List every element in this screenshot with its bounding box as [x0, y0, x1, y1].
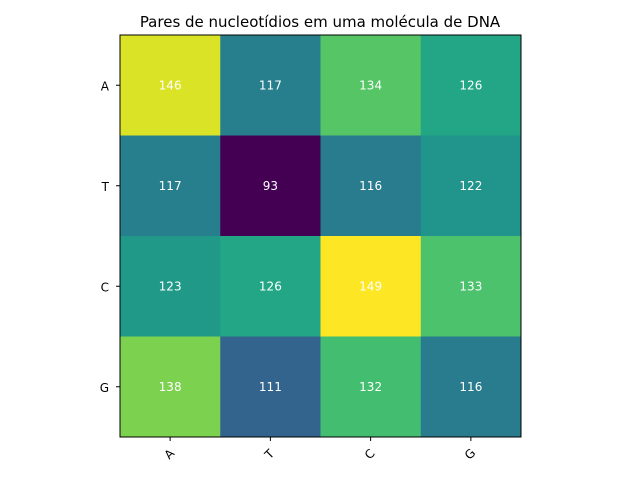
y-tick-label: T — [101, 180, 110, 194]
heatmap-cell-labels: 146 117 134 126 117 93 116 122 123 126 149 133 138 11… — [159, 78, 483, 394]
cell-value-label: 126 — [259, 279, 282, 293]
cell-value-label: 138 — [159, 380, 182, 394]
cell-value-label: 122 — [459, 179, 482, 193]
x-tick-label: T — [261, 446, 277, 462]
heatmap-cell — [420, 35, 522, 136]
y-axis: A T C G — [100, 79, 120, 395]
cell-value-label: 134 — [359, 78, 382, 92]
y-tick-label: C — [101, 280, 109, 294]
x-tick-label: A — [161, 446, 177, 462]
heatmap-cell — [120, 135, 221, 237]
y-tick-label: G — [100, 381, 109, 395]
heatmap-cell — [120, 35, 221, 136]
cell-value-label: 146 — [159, 78, 182, 92]
heatmap-cell — [320, 35, 422, 136]
cell-value-label: 117 — [259, 78, 282, 92]
heatmap-cell — [320, 135, 422, 237]
heatmap-cell — [220, 135, 321, 237]
heatmap-cell — [220, 35, 321, 136]
cell-value-label: 123 — [159, 279, 182, 293]
cell-value-label: 116 — [459, 380, 482, 394]
heatmap-cell — [420, 135, 522, 237]
heatmap-cell — [220, 336, 321, 438]
x-tick-label: G — [462, 446, 478, 462]
heatmap-cell — [420, 336, 522, 438]
cell-value-label: 111 — [259, 380, 282, 394]
cell-value-label: 149 — [359, 279, 382, 293]
heatmap-cells — [120, 35, 522, 438]
heatmap-cell — [120, 336, 221, 438]
chart-title: Pares de nucleotídios em uma molécula de… — [140, 13, 501, 31]
y-tick-label: A — [101, 79, 110, 93]
cell-value-label: 132 — [359, 380, 382, 394]
heatmap-cell — [320, 236, 422, 337]
heatmap-cell — [420, 236, 522, 337]
cell-value-label: 126 — [459, 78, 482, 92]
cell-value-label: 116 — [359, 179, 382, 193]
heatmap-cell — [120, 236, 221, 337]
heatmap-cell — [220, 236, 321, 337]
cell-value-label: 93 — [263, 179, 278, 193]
cell-value-label: 117 — [159, 179, 182, 193]
plot-frame — [119, 34, 522, 438]
heatmap-cell — [320, 336, 422, 438]
x-tick-label: C — [362, 446, 378, 462]
cell-value-label: 133 — [459, 279, 482, 293]
